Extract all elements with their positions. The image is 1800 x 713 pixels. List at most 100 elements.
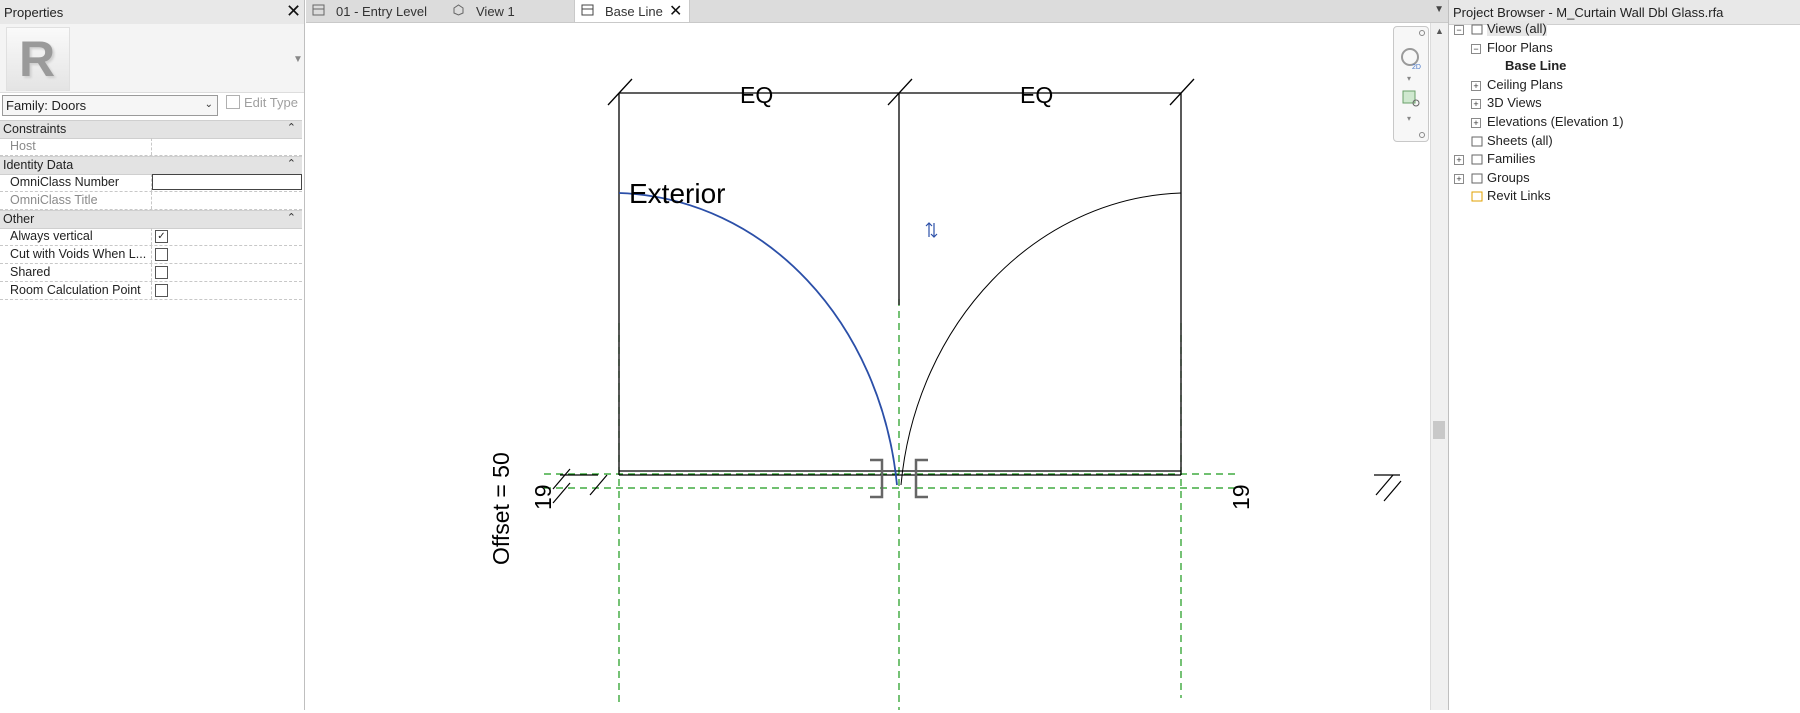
views-icon: [1471, 23, 1483, 35]
dimension-label-left[interactable]: EQ: [740, 82, 773, 108]
checkbox[interactable]: ✓: [155, 230, 168, 243]
browser-item-floor-plans[interactable]: Floor Plans: [1487, 39, 1553, 55]
close-icon[interactable]: ✕: [286, 1, 302, 21]
sheets-icon: [1471, 135, 1483, 147]
browser-item-groups[interactable]: Groups: [1487, 169, 1530, 185]
chevron-down-icon[interactable]: ▾: [1407, 74, 1411, 83]
property-value[interactable]: [152, 192, 300, 207]
edit-type-label: Edit Type: [244, 95, 298, 110]
property-value[interactable]: [152, 138, 300, 153]
zoom-icon[interactable]: [1402, 90, 1416, 104]
lock-bracket-left[interactable]: [870, 458, 884, 499]
property-section-other[interactable]: Other ⌃: [0, 210, 302, 229]
dimension-tick: [1383, 480, 1402, 502]
revit-logo-icon: R: [6, 27, 70, 91]
property-name: Cut with Voids When L...: [10, 247, 147, 261]
browser-item-sheets-all[interactable]: Sheets (all): [1487, 132, 1553, 148]
family-select[interactable]: Family: Doors ⌄: [2, 95, 218, 116]
browser-item-families[interactable]: Families: [1487, 151, 1536, 167]
section-label: Identity Data: [3, 158, 74, 172]
exterior-label[interactable]: Exterior: [629, 178, 725, 209]
property-section-constraints[interactable]: Constraints ⌃: [0, 120, 302, 139]
browser-item-3d-views[interactable]: 3D Views: [1487, 95, 1542, 111]
property-name: Host: [10, 139, 36, 153]
property-row: Cut with Voids When L...: [0, 246, 302, 264]
options-icon[interactable]: [1419, 132, 1425, 138]
browser-title: Project Browser - M_Curtain Wall Dbl Gla…: [1453, 5, 1724, 20]
browser-item-revit-links[interactable]: Revit Links: [1487, 188, 1551, 204]
property-input[interactable]: [152, 174, 302, 190]
browser-item-base-line[interactable]: Base Line: [1505, 58, 1567, 74]
svg-text:2D: 2D: [1412, 64, 1421, 71]
tab-entry-level[interactable]: 01 - Entry Level: [306, 0, 446, 22]
property-row: OmniClass Title: [0, 192, 302, 210]
browser-item-elevations-elevation-1[interactable]: Elevations (Elevation 1): [1487, 114, 1624, 129]
steering-wheel-icon[interactable]: [1401, 48, 1419, 66]
collapse-icon[interactable]: ⌃: [286, 158, 296, 170]
chevron-down-icon[interactable]: ▾: [1407, 114, 1411, 123]
browser-item-ceiling-plans[interactable]: Ceiling Plans: [1487, 76, 1563, 92]
close-navbar-icon[interactable]: [1419, 30, 1425, 36]
view-tabs: 01 - Entry Level View 1 Base Line ✕ ▼: [306, 0, 1448, 23]
edit-type-button[interactable]: Edit Type: [226, 95, 298, 110]
dimension-value-right[interactable]: 19: [1228, 484, 1254, 510]
checkbox[interactable]: [155, 266, 168, 279]
property-row: Shared: [0, 264, 302, 282]
property-name: Shared: [10, 265, 51, 279]
door-swing-arc-left[interactable]: [618, 192, 898, 486]
close-icon[interactable]: ✕: [669, 3, 683, 20]
collapse-icon[interactable]: ⌃: [286, 122, 296, 134]
drawing-canvas[interactable]: EQ EQ Exterior Offset = 50 19 19: [306, 23, 1430, 710]
expand-icon[interactable]: +: [1454, 173, 1464, 184]
property-section-identity-data[interactable]: Identity Data ⌃: [0, 156, 302, 175]
floor-plan-icon: [581, 4, 594, 16]
expand-icon[interactable]: +: [1454, 155, 1464, 166]
property-row: OmniClass Number: [0, 174, 302, 192]
collapse-icon[interactable]: −: [1454, 25, 1464, 35]
properties-title: Properties: [4, 5, 64, 20]
dimension-value-left[interactable]: 19: [530, 484, 556, 510]
groups-icon: [1471, 172, 1483, 184]
checkbox[interactable]: [155, 284, 168, 297]
tab-menu-icon[interactable]: ▼: [1434, 4, 1444, 15]
offset-label[interactable]: Offset = 50: [488, 452, 514, 565]
scrollbar-thumb[interactable]: [1433, 421, 1445, 439]
family-select-value: Family: Doors: [6, 98, 87, 113]
door-swing-arc-right[interactable]: [900, 192, 1182, 486]
dimension-tick: [1375, 474, 1394, 496]
tab-label: 01 - Entry Level: [336, 4, 428, 19]
scroll-up-icon[interactable]: ▲: [1435, 26, 1444, 36]
expand-icon[interactable]: +: [1471, 99, 1481, 110]
edit-type-icon: [226, 95, 240, 109]
properties-title-bar: Properties ✕: [0, 0, 304, 25]
chevron-down-icon[interactable]: ▼: [293, 54, 303, 65]
expand-icon[interactable]: +: [1471, 118, 1481, 128]
families-icon: [1471, 153, 1483, 165]
navigation-bar-svg: 2D ▾ ▾: [1401, 30, 1425, 138]
browser-item-views-all[interactable]: Views (all): [1487, 21, 1547, 36]
property-name: OmniClass Number: [10, 175, 120, 189]
floor-plan-icon: [312, 4, 325, 16]
property-name: Always vertical: [10, 229, 93, 243]
checkbox[interactable]: [155, 248, 168, 261]
collapse-icon[interactable]: ⌃: [286, 212, 296, 224]
tab-view-1[interactable]: View 1: [446, 0, 550, 22]
type-selector[interactable]: R ▼: [0, 24, 304, 93]
flip-arrows-icon[interactable]: [925, 222, 938, 238]
tab-base-line[interactable]: Base Line ✕: [574, 0, 690, 22]
revit-links-icon: [1471, 190, 1483, 202]
3d-view-icon: [453, 4, 464, 16]
lock-bracket-right[interactable]: [914, 458, 928, 499]
family-row: Family: Doors ⌄ Edit Type: [0, 94, 304, 116]
property-name: OmniClass Title: [10, 193, 98, 207]
dimension-tick: [589, 474, 608, 496]
dimension-tick: [607, 78, 633, 106]
vertical-scrollbar[interactable]: ▲: [1430, 23, 1449, 710]
dimension-label-right[interactable]: EQ: [1020, 82, 1053, 108]
property-row: Room Calculation Point: [0, 282, 302, 300]
expand-icon[interactable]: +: [1471, 80, 1481, 91]
property-row: Always vertical ✓: [0, 228, 302, 246]
tab-label: Base Line: [605, 4, 663, 19]
property-row: Host: [0, 138, 302, 156]
collapse-icon[interactable]: −: [1471, 43, 1481, 54]
